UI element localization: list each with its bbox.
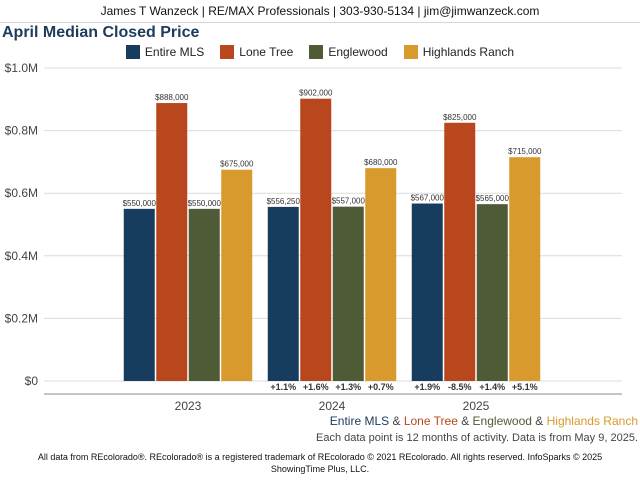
data-label: $557,000 (332, 197, 366, 206)
change-label: +1.4% (479, 382, 505, 392)
caption-series-name: Entire MLS (329, 414, 390, 428)
change-label: +1.3% (335, 382, 361, 392)
legend-label: Entire MLS (144, 45, 205, 59)
legend-label: Lone Tree (239, 45, 294, 59)
legend-swatch (309, 45, 324, 59)
x-tick-label: 2023 (175, 399, 202, 410)
y-tick-label: $0.8M (5, 124, 38, 138)
change-label: +1.9% (414, 382, 440, 392)
caption-series-name: Englewood (472, 414, 532, 428)
caption-separator: & (531, 414, 547, 428)
bar-chart: $0 $0.2M $0.4M $0.6M $0.8M $1.0M $550,000 $888,… (5, 61, 622, 410)
legend-item: Entire MLS (125, 45, 205, 59)
caption-series-name: Lone Tree (403, 414, 458, 428)
bar (156, 103, 188, 381)
change-label: +1.6% (303, 382, 329, 392)
y-tick-label: $1.0M (5, 61, 38, 75)
caption-separator: & (457, 414, 473, 428)
data-label: $675,000 (220, 160, 254, 169)
bar (188, 208, 220, 381)
y-tick-label: $0.2M (5, 311, 38, 325)
data-label: $715,000 (508, 147, 542, 156)
caption-separator: & (389, 414, 404, 428)
legend-label: Highlands Ranch (422, 45, 515, 59)
bar (444, 122, 476, 382)
chart-title: April Median Closed Price (2, 24, 200, 41)
copyright-text: All data from REcolorado®. REcolorado® i… (37, 452, 603, 474)
x-tick-label: 2025 (463, 399, 490, 410)
contact-text: James T Wanzeck | RE/MAX Professionals |… (100, 4, 540, 18)
bar (476, 204, 508, 381)
bar (365, 168, 397, 381)
chart-legend: Entire MLS Lone Tree Englewood Highlands Ra… (0, 45, 640, 59)
bar (267, 206, 299, 381)
x-tick-label: 2024 (319, 399, 346, 410)
legend-item: Highlands Ranch (403, 45, 515, 59)
change-label: +1.1% (270, 382, 296, 392)
data-label: $902,000 (299, 89, 333, 98)
legend-swatch (125, 45, 140, 59)
legend-swatch (403, 45, 418, 59)
series-caption: Entire MLS & Lone Tree & Englewood & Hig… (330, 414, 638, 428)
bar (332, 206, 364, 381)
legend-item: Lone Tree (220, 45, 293, 59)
change-label: +5.1% (512, 382, 538, 392)
data-label: $550,000 (123, 199, 157, 208)
data-label: $888,000 (155, 93, 189, 102)
data-label: $825,000 (443, 113, 477, 122)
copyright-notice: All data from REcolorado®. REcolorado® i… (0, 451, 640, 475)
bar (221, 169, 253, 381)
data-label: $556,250 (267, 197, 301, 206)
legend-label: Englewood (328, 45, 388, 59)
y-tick-label: $0 (25, 374, 39, 388)
data-label: $567,000 (411, 194, 445, 203)
y-tick-label: $0.4M (5, 249, 38, 263)
bar (300, 98, 332, 381)
bar (123, 208, 155, 381)
data-label: $550,000 (188, 199, 222, 208)
data-label: $565,000 (476, 194, 510, 203)
caption-series-name: Highlands Ranch (546, 414, 638, 428)
data-note: Each data point is 12 months of activity… (315, 432, 638, 444)
contact-header: James T Wanzeck | RE/MAX Professionals |… (0, 0, 640, 23)
legend-swatch (220, 45, 235, 59)
y-tick-label: $0.6M (5, 186, 38, 200)
bar (411, 203, 443, 381)
change-label: +0.7% (368, 382, 394, 392)
bar (509, 157, 541, 381)
data-label: $680,000 (364, 158, 398, 167)
legend-item: Englewood (309, 45, 388, 59)
change-label: -8.5% (448, 382, 472, 392)
